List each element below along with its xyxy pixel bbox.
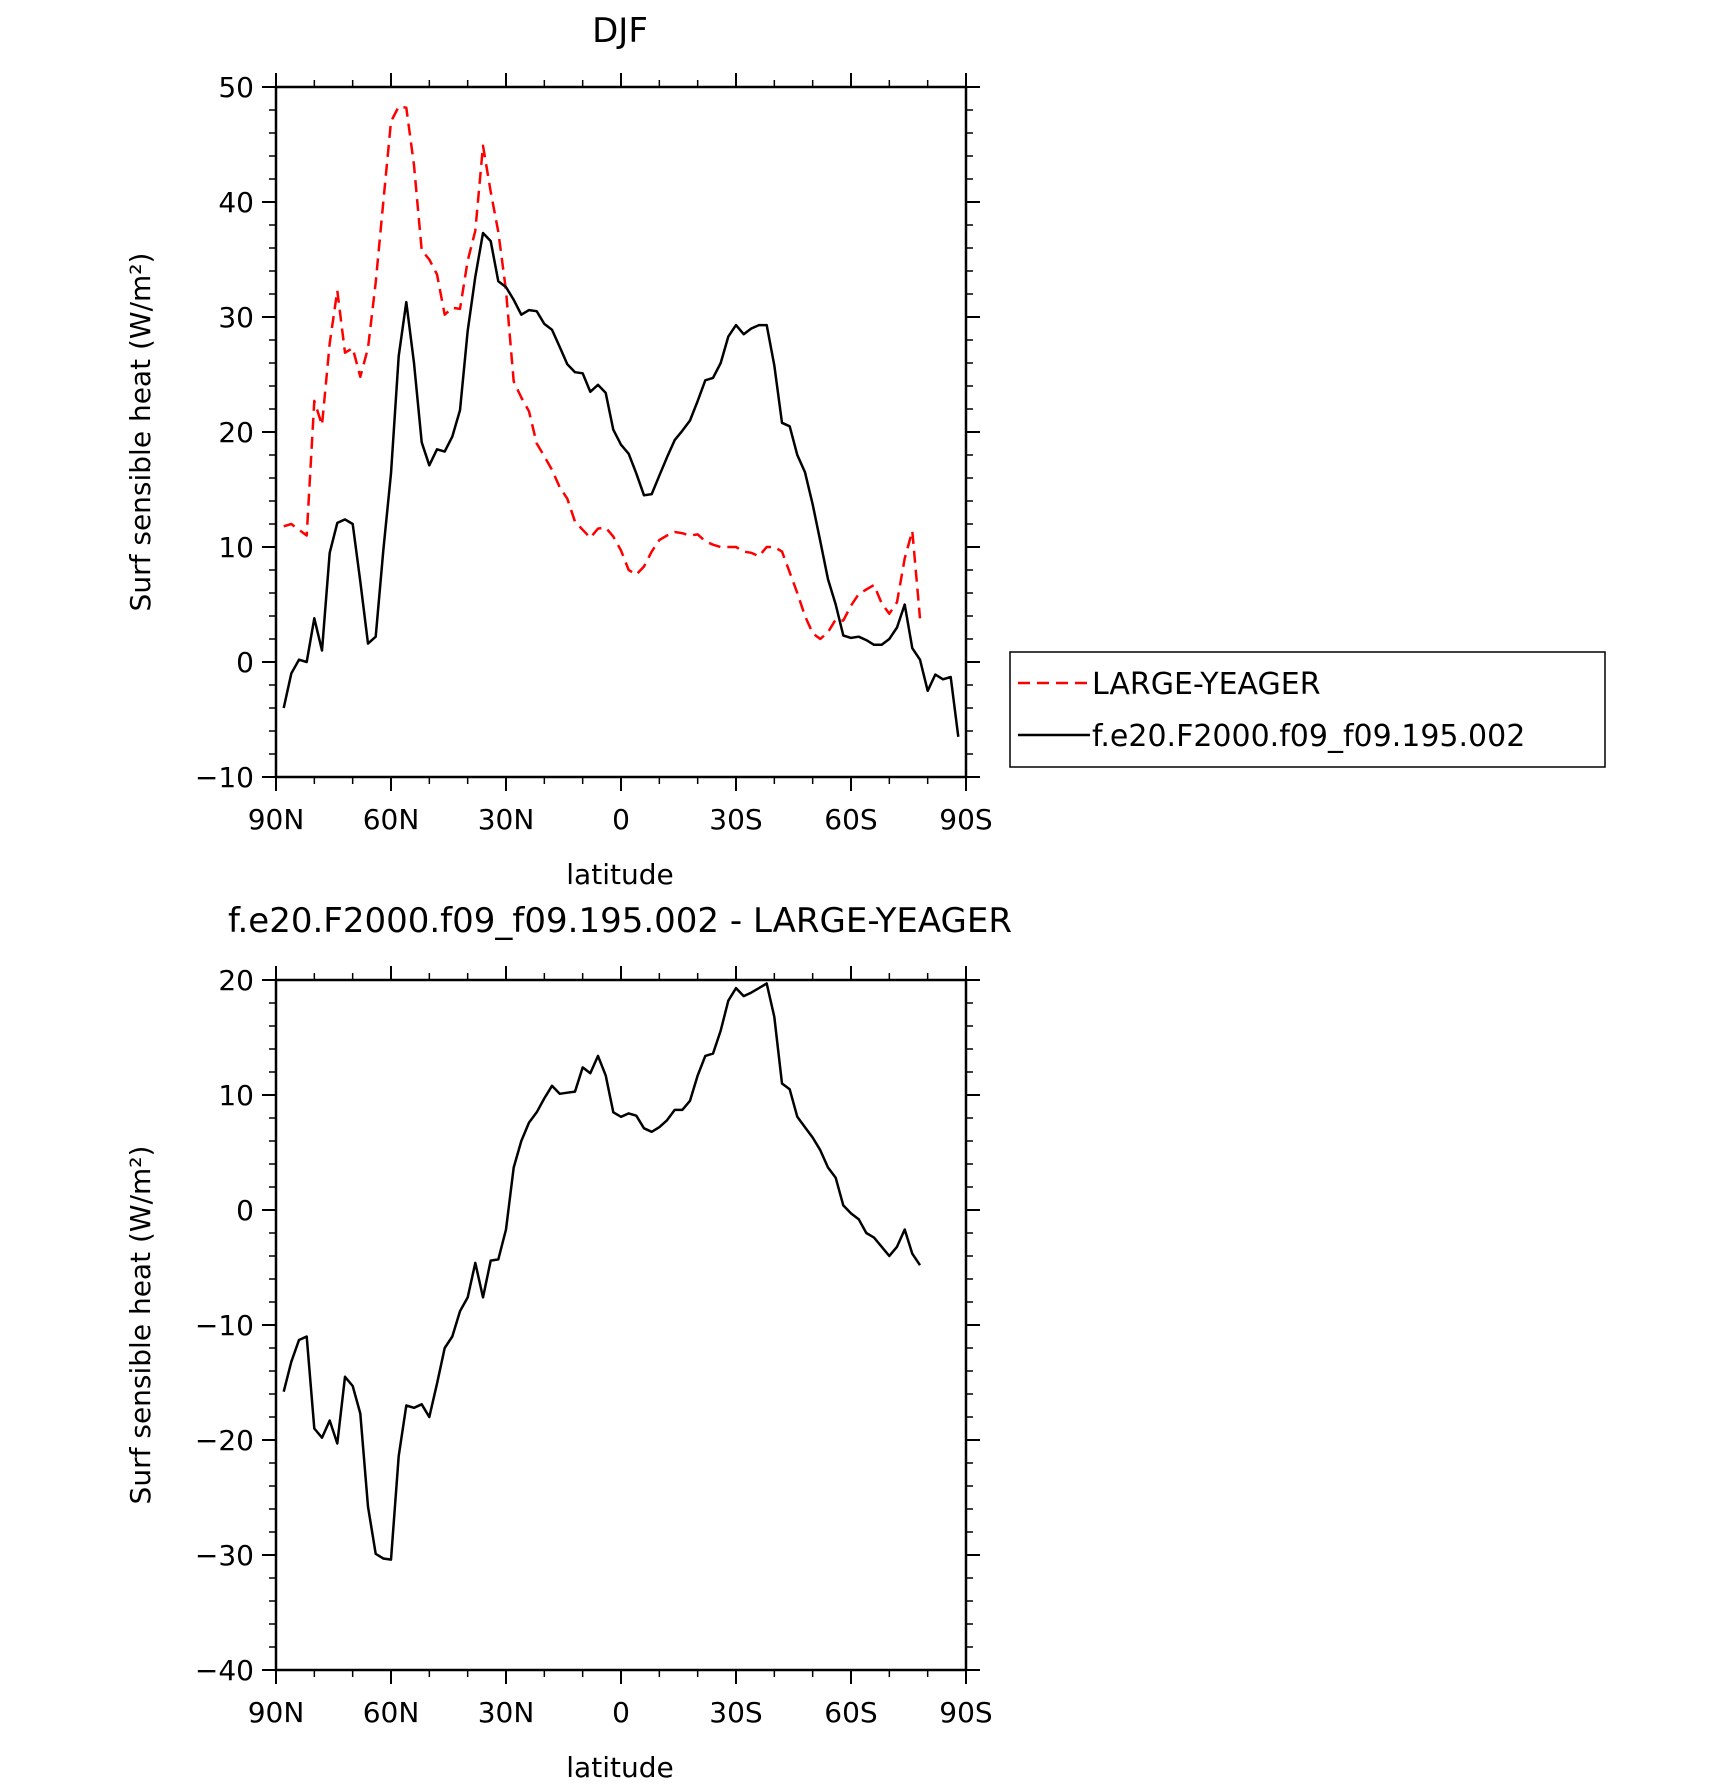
x-tick-label: 60S (824, 1696, 877, 1729)
x-tick-label: 0 (612, 803, 630, 836)
y-tick-label: 20 (218, 964, 254, 997)
legend-label-large-yeager: LARGE-YEAGER (1092, 667, 1321, 702)
bottom-series (282, 982, 922, 1561)
bottom-chart-title: f.e20.F2000.f09_f09.195.002 - LARGE-YEAG… (228, 901, 1012, 941)
x-tick-label: 60S (824, 803, 877, 836)
top-series (282, 105, 960, 737)
top-ticks: −10 0 10 20 30 40 50 90N 60N 30N 0 30S 60S 90S (195, 71, 993, 836)
x-tick-label: 0 (612, 1696, 630, 1729)
y-tick-label: 30 (218, 301, 254, 334)
y-tick-label: 0 (236, 1194, 254, 1227)
x-tick-label: 30N (478, 803, 535, 836)
top-chart-title: DJF (592, 11, 648, 51)
series-line (282, 982, 922, 1561)
top-plot-frame (274, 85, 968, 779)
x-tick-label: 90S (939, 803, 992, 836)
top-panel: DJF −10 0 10 20 30 40 50 90N 60N 30N 0 30S 60S 90S Su… (124, 11, 1606, 891)
bottom-plot-frame (274, 978, 968, 1672)
y-tick-label: −40 (195, 1654, 254, 1687)
y-tick-label: −10 (195, 761, 254, 794)
legend-box (1009, 651, 1606, 768)
y-tick-label: −20 (195, 1424, 254, 1457)
top-x-axis-label: latitude (566, 858, 673, 891)
series-line (282, 231, 960, 737)
x-tick-label: 90N (248, 1696, 305, 1729)
y-tick-label: 40 (218, 186, 254, 219)
x-tick-label: 60N (363, 803, 420, 836)
x-tick-label: 30N (478, 1696, 535, 1729)
bottom-ticks: −40 −30 −20 −10 0 10 20 90N 60N 30N 0 30S 60S 90S (195, 964, 993, 1729)
bottom-x-axis-label: latitude (566, 1751, 673, 1784)
bottom-panel: f.e20.F2000.f09_f09.195.002 - LARGE-YEAG… (124, 901, 1012, 1784)
series-line (283, 105, 922, 641)
legend-label-model: f.e20.F2000.f09_f09.195.002 (1092, 719, 1525, 754)
y-tick-label: 10 (218, 1079, 254, 1112)
x-tick-label: 90N (248, 803, 305, 836)
x-tick-label: 90S (939, 1696, 992, 1729)
x-tick-label: 30S (709, 803, 762, 836)
x-tick-label: 30S (709, 1696, 762, 1729)
bottom-y-axis-label: Surf sensible heat (W/m²) (124, 1146, 157, 1505)
top-y-axis-label: Surf sensible heat (W/m²) (124, 253, 157, 612)
y-tick-label: 10 (218, 531, 254, 564)
y-tick-label: −10 (195, 1309, 254, 1342)
y-tick-label: 20 (218, 416, 254, 449)
x-tick-label: 60N (363, 1696, 420, 1729)
y-tick-label: 50 (218, 71, 254, 104)
bottom-plot-area: −40 −30 −20 −10 0 10 20 90N 60N 30N 0 30S 60S 90S (195, 964, 993, 1729)
y-tick-label: −30 (195, 1539, 254, 1572)
legend: LARGE-YEAGER f.e20.F2000.f09_f09.195.002 (1009, 651, 1606, 768)
y-tick-label: 0 (236, 646, 254, 679)
top-plot-area: −10 0 10 20 30 40 50 90N 60N 30N 0 30S 60S 90S (195, 71, 993, 836)
